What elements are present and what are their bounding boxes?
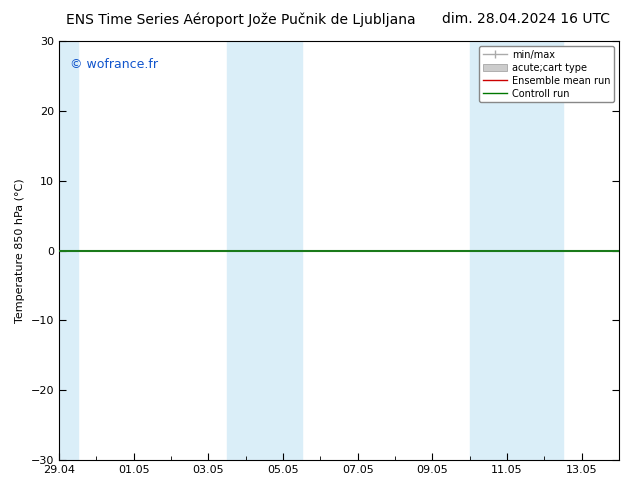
Bar (40, 41, 77, 460)
Legend: min/max, acute;cart type, Ensemble mean run, Controll run: min/max, acute;cart type, Ensemble mean … (479, 46, 614, 102)
Y-axis label: Temperature 850 hPa (°C): Temperature 850 hPa (°C) (15, 178, 25, 323)
Text: dim. 28.04.2024 16 UTC: dim. 28.04.2024 16 UTC (443, 12, 610, 26)
Text: ENS Time Series Aéroport Jože Pučnik de Ljubljana: ENS Time Series Aéroport Jože Pučnik de … (66, 12, 416, 27)
Bar (470, 41, 563, 460)
Text: © wofrance.fr: © wofrance.fr (70, 58, 158, 71)
Bar (227, 41, 302, 460)
